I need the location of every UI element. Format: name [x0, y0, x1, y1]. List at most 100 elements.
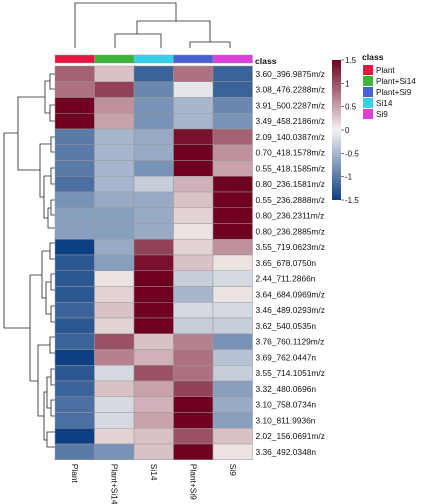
row-label: 3.55_719.0623m/z [256, 242, 325, 252]
heatmap-cell [54, 286, 95, 303]
heatmap-cell [54, 270, 95, 287]
heatmap-cell [94, 207, 135, 224]
heatmap-cell [212, 302, 253, 319]
heatmap-cell [54, 412, 95, 429]
heatmap-cell [133, 144, 174, 161]
heatmap-cell [133, 349, 174, 366]
heatmap-cell [173, 333, 214, 350]
heatmap-cell [94, 396, 135, 413]
row-label: 3.49_458.2186m/z [256, 116, 325, 126]
class-cell-plant-si9 [173, 54, 214, 64]
heatmap-cell [54, 396, 95, 413]
column-label: Si14 [149, 464, 159, 481]
row-label: 3.64_684.0969m/z [256, 289, 325, 299]
heatmap-cell [54, 113, 95, 130]
heatmap-cell [173, 65, 214, 82]
heatmap-cell [173, 349, 214, 366]
class-cell-si14 [133, 54, 174, 64]
heatmap-cell [94, 128, 135, 145]
class-legend-label: Plant [376, 66, 395, 75]
heatmap-cell [173, 176, 214, 193]
heatmap-cell [133, 254, 174, 271]
heatmap-cell [94, 223, 135, 240]
row-label: 3.60_396.9875m/z [256, 69, 325, 79]
heatmap-cell [173, 317, 214, 334]
heatmap-cell [212, 317, 253, 334]
class-cell-si9 [212, 54, 253, 64]
heatmap-cell [212, 239, 253, 256]
class-legend-title: class [362, 52, 384, 62]
heatmap-cell [94, 380, 135, 397]
row-label: 3.36_492.0348n [256, 447, 317, 457]
column-label: Plant+Si14 [109, 464, 119, 504]
row-label: 3.91_500.2287m/z [256, 100, 325, 110]
row-label: 0.55_418.1585m/z [256, 163, 325, 173]
heatmap-cells [54, 65, 253, 460]
heatmap-cell [94, 302, 135, 319]
heatmap-cell [94, 428, 135, 445]
heatmap-cell [54, 176, 95, 193]
heatmap-cell [212, 333, 253, 350]
heatmap-cell [54, 443, 95, 460]
class-cell-plant-si14 [94, 54, 135, 64]
heatmap-cell [212, 191, 253, 208]
heatmap-cell [133, 365, 174, 382]
row-label: 2.02_156.0691m/z [256, 431, 325, 441]
column-label: Plant [70, 464, 80, 484]
heatmap-cell [173, 239, 214, 256]
class-legend-swatch [363, 87, 373, 97]
row-label: 0.70_418.1578m/z [256, 148, 325, 158]
heatmap-cell [94, 97, 135, 114]
heatmap-cell [212, 223, 253, 240]
row-label: 2.09_140.0387m/z [256, 132, 325, 142]
heatmap-cell [94, 349, 135, 366]
heatmap-cell [54, 65, 95, 82]
heatmap-cell [94, 144, 135, 161]
row-label: 3.32_480.0696n [256, 384, 317, 394]
class-legend-swatch [363, 76, 373, 86]
heatmap-cell [54, 317, 95, 334]
heatmap-cell [173, 160, 214, 177]
heatmap-cell [133, 113, 174, 130]
heatmap-cell [173, 396, 214, 413]
heatmap-cell [94, 254, 135, 271]
color-scale-tick-label: -0.5 [345, 149, 359, 158]
column-dendrogram [74, 2, 231, 48]
class-legend-swatch [363, 98, 373, 108]
color-scale-tick-label: 0.5 [345, 103, 357, 112]
heatmap-cell [54, 428, 95, 445]
heatmap-cell [94, 333, 135, 350]
heatmap-cell [173, 113, 214, 130]
color-scale-tick-label: 1 [345, 79, 350, 88]
heatmap-cell [94, 176, 135, 193]
heatmap-cell [133, 396, 174, 413]
heatmap-cell [54, 81, 95, 98]
heatmap-cell [173, 223, 214, 240]
heatmap-cell [173, 270, 214, 287]
heatmap-cell [133, 239, 174, 256]
heatmap-cell [212, 160, 253, 177]
heatmap-cell [173, 428, 214, 445]
heatmap-cell [133, 317, 174, 334]
row-label: 0.80_236.2885m/z [256, 226, 325, 236]
heatmap-cell [94, 443, 135, 460]
row-label: 3.46_489.0293m/z [256, 305, 325, 315]
heatmap-cell [133, 443, 174, 460]
heatmap-cell [54, 97, 95, 114]
row-label: 3.55_714.1051m/z [256, 368, 325, 378]
heatmap-cell [133, 65, 174, 82]
color-scale-tick-label: 0 [345, 126, 350, 135]
heatmap-cell [54, 380, 95, 397]
heatmap-cell [94, 65, 135, 82]
heatmap-cell [54, 365, 95, 382]
heatmap-cell [54, 223, 95, 240]
color-scale-tick-label: -1.5 [345, 196, 359, 205]
row-label: 3.08_476.2288m/z [256, 85, 325, 95]
heatmap-cell [54, 254, 95, 271]
column-label: Plant+Si9 [188, 464, 198, 500]
row-label: 0.80_236.2311m/z [256, 211, 325, 221]
heatmap-cell [133, 128, 174, 145]
class-legend-label: Si9 [376, 110, 388, 119]
heatmap-cell [54, 128, 95, 145]
